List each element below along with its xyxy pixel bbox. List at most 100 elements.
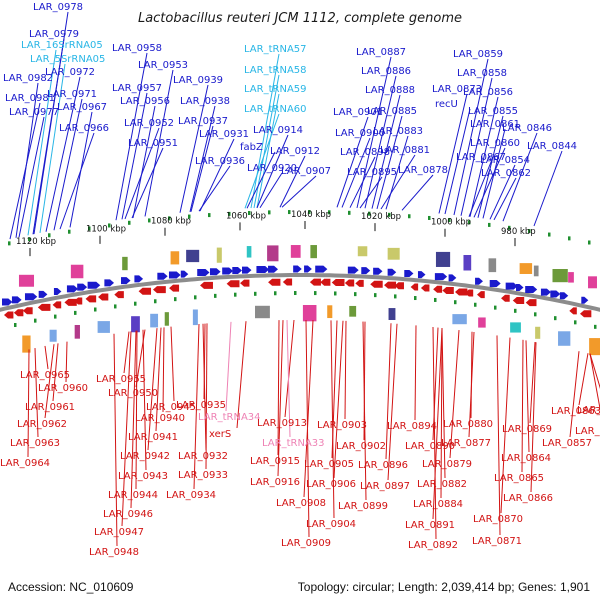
gene-label-top: LAR_0898 [340, 147, 390, 158]
gene-label-bottom: LAR_0894 [387, 421, 437, 432]
label-leader [44, 344, 55, 419]
minor-tick [14, 323, 17, 328]
label-leader [277, 320, 280, 456]
map-title: Lactobacillus reuteri JCM 1112, complete… [138, 11, 462, 26]
minor-tick [468, 220, 471, 225]
label-leader [123, 331, 130, 374]
gene-label-top: LAR_0867 [456, 152, 506, 163]
gene-label-bottom: LAR_0857 [542, 438, 592, 449]
annotation-block [164, 312, 169, 326]
gene-label-bottom: LAR_0864 [501, 453, 551, 464]
annotation-block [327, 305, 333, 319]
gene-label-top: LAR_0844 [527, 141, 577, 152]
label-leader [371, 94, 401, 209]
gene-label-top: LAR_0936 [195, 156, 245, 167]
gene-label-top: LAR_0907 [281, 166, 331, 177]
accession-text: Accession: NC_010609 [8, 580, 134, 594]
reverse-gene-arrow [153, 286, 166, 294]
minor-tick [168, 216, 171, 221]
forward-gene-arrow [168, 271, 181, 279]
annotation-block [552, 269, 568, 283]
gene-label-bottom: LAR_0903 [317, 420, 367, 431]
gene-label-top: LAR_0883 [373, 126, 423, 137]
annotation-block [589, 338, 600, 356]
minor-tick [434, 297, 437, 302]
label-leader [453, 58, 489, 216]
label-leader [380, 154, 416, 210]
gene-label-top: LAR_tRNA57 [244, 44, 307, 55]
gene-label-bottom: LAR_0879 [422, 459, 472, 470]
label-leader [493, 177, 517, 221]
genome-backbone [0, 273, 600, 312]
gene-label-top: LAR_0860 [470, 138, 520, 149]
minor-tick [568, 236, 571, 241]
minor-tick [334, 291, 337, 296]
gene-label-bottom: LAR_0890 [405, 441, 455, 452]
minor-tick [188, 214, 191, 219]
forward-gene-arrow [404, 270, 414, 278]
reverse-gene-arrow [525, 299, 537, 307]
label-leader [113, 333, 118, 547]
minor-tick [288, 210, 291, 215]
label-leader [27, 349, 30, 458]
reverse-gene-arrow [410, 283, 419, 291]
label-leader [53, 98, 83, 231]
forward-gene-arrow [489, 280, 501, 288]
tick-label: 1120 kbp [16, 237, 56, 247]
label-leader [39, 63, 66, 233]
forward-gene-arrow [347, 266, 359, 274]
label-leader [401, 174, 434, 211]
minor-tick [428, 215, 431, 220]
label-leader [303, 320, 314, 498]
annotation-block [150, 313, 159, 328]
minor-tick [348, 210, 351, 215]
minor-tick [588, 240, 591, 245]
label-leader [533, 150, 563, 227]
gene-label-bottom: LAR_0869 [502, 424, 552, 435]
annotation-block [519, 263, 533, 274]
minor-tick [194, 295, 197, 300]
gene-label-top: LAR_0979 [29, 29, 79, 40]
gene-label-bottom: LAR_0896 [358, 460, 408, 471]
gene-label-bottom: LAR_0955 [96, 374, 146, 385]
gene-label-bottom: LAR_0880 [443, 419, 493, 430]
label-leader [244, 113, 280, 209]
minor-tick [394, 294, 397, 299]
forward-gene-arrow [87, 281, 101, 289]
gene-label-bottom: LAR_0906 [306, 479, 356, 490]
minor-tick [254, 291, 257, 296]
annotation-block [588, 276, 597, 289]
gene-label-bottom: LAR_0941 [128, 432, 178, 443]
forward-gene-arrow [525, 285, 538, 293]
forward-gene-arrow [241, 266, 252, 274]
label-leader [34, 348, 39, 438]
minor-tick [294, 291, 297, 296]
label-leader [198, 165, 231, 212]
minor-tick [494, 305, 497, 310]
label-leader [256, 134, 289, 209]
label-leader [44, 345, 49, 370]
tick-label: 1060 kbp [226, 211, 266, 221]
label-leader [525, 340, 530, 453]
reverse-gene-arrow [64, 298, 77, 306]
label-leader [256, 93, 280, 208]
forward-gene-arrow [11, 296, 22, 304]
annotation-block [131, 316, 140, 333]
label-leader [477, 115, 504, 218]
reverse-gene-arrow [384, 281, 397, 289]
annotation-block [70, 264, 84, 279]
gene-label-top: LAR_0886 [361, 66, 411, 77]
label-leader [500, 337, 511, 514]
annotation-block [452, 314, 467, 325]
gene-label-top: fabZ [240, 142, 263, 153]
minor-tick [54, 314, 57, 319]
label-leader [569, 351, 580, 438]
annotation-block [290, 245, 301, 258]
reverse-gene-arrow [394, 282, 404, 290]
gene-label-top: LAR_0900 [335, 128, 385, 139]
reverse-gene-arrow [37, 303, 51, 311]
gene-label-bottom: LAR_0882 [417, 479, 467, 490]
gene-label-bottom: LAR_tRNA33 [262, 438, 325, 449]
gene-label-top: LAR_0854 [480, 155, 530, 166]
